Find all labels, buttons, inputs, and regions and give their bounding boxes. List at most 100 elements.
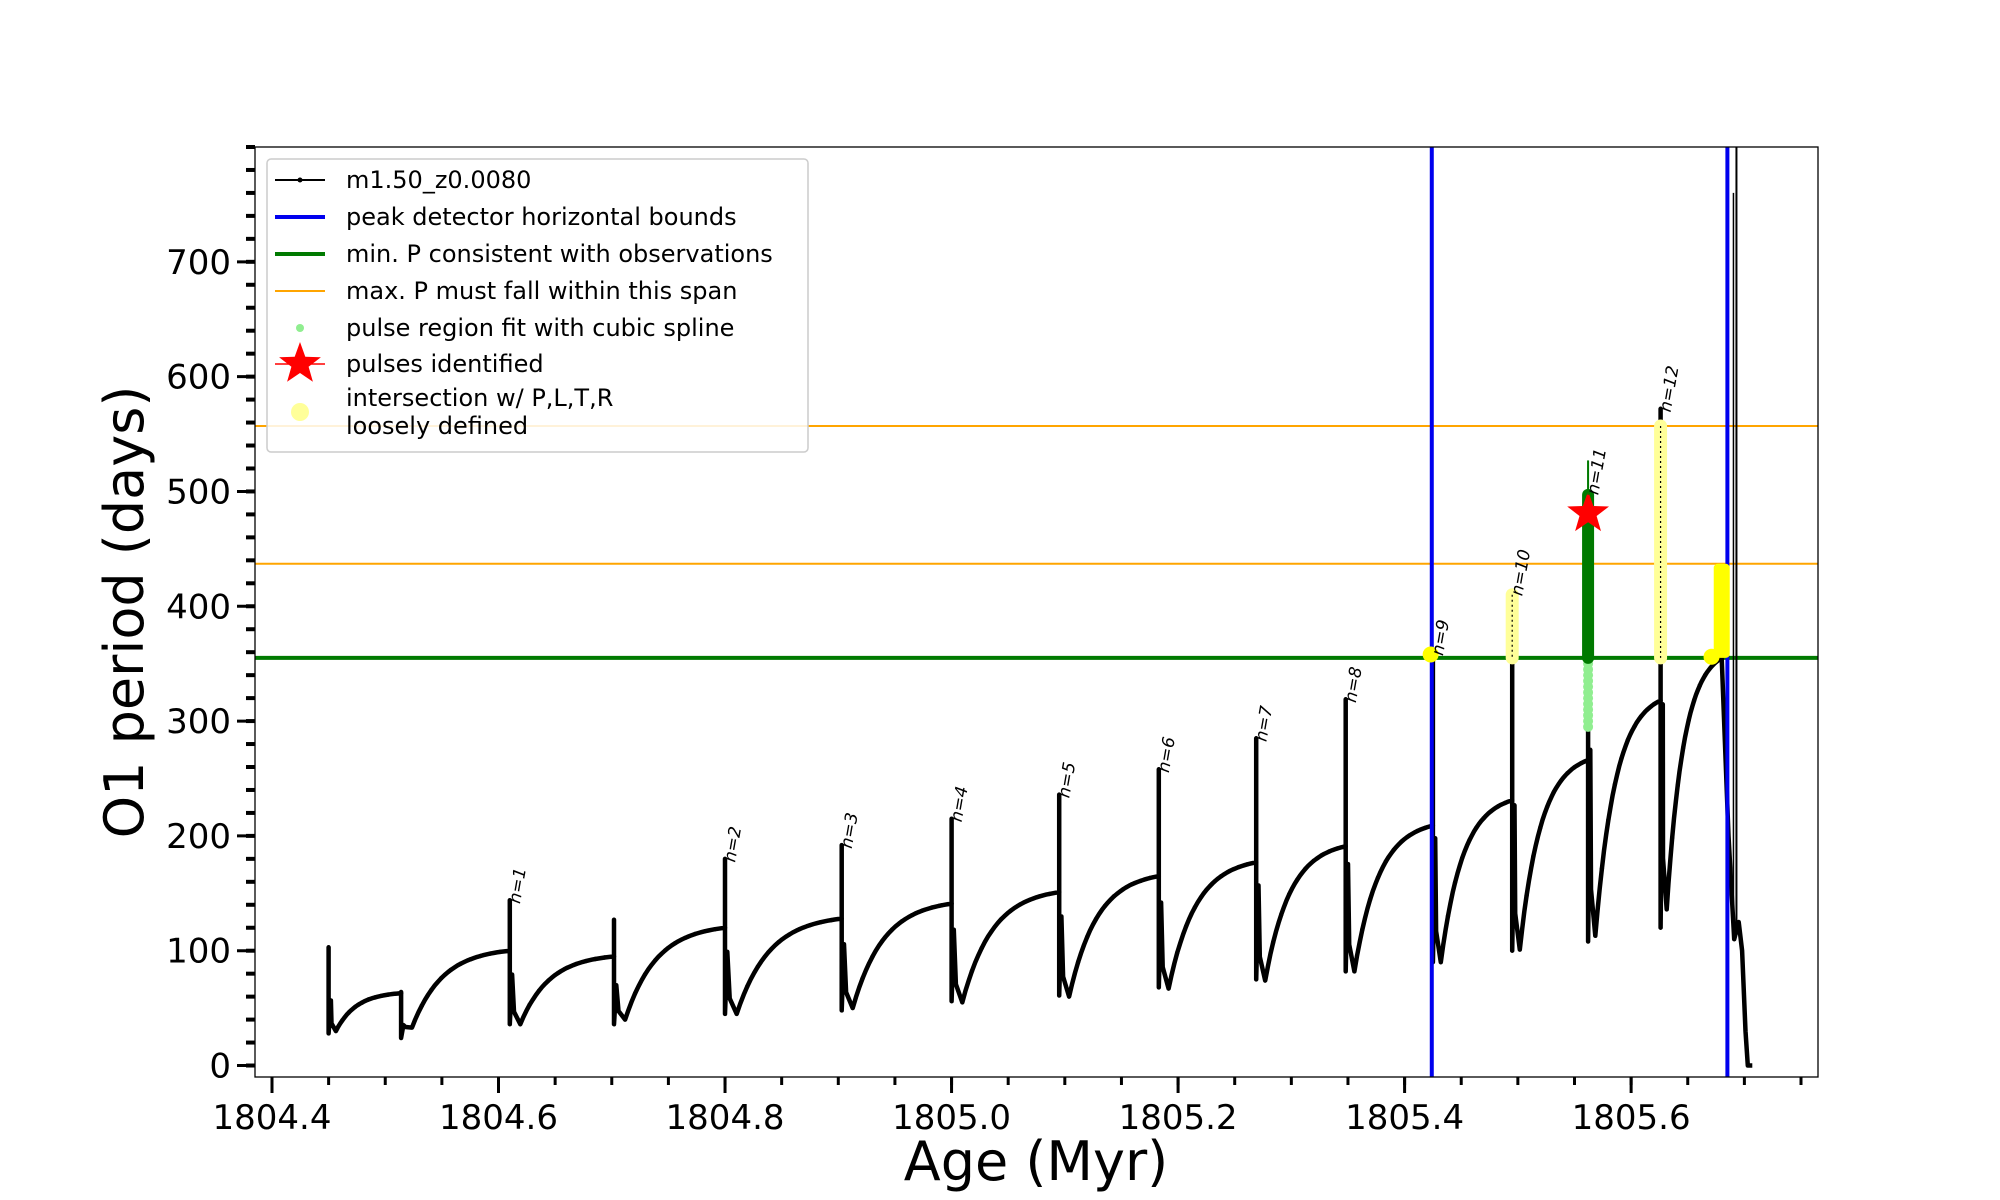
track-marker (702, 929, 708, 934)
track-marker (429, 987, 434, 992)
track-marker (1047, 891, 1052, 897)
track-marker (439, 975, 444, 981)
track-marker (1538, 825, 1543, 830)
intersection-bar (1713, 563, 1730, 658)
track-marker (998, 917, 1004, 922)
legend-label-continued: loosely defined (346, 412, 528, 440)
track-marker (1075, 960, 1081, 965)
track-marker (1219, 874, 1224, 879)
track-marker (1210, 881, 1215, 886)
track-marker (722, 925, 728, 930)
track-marker (1670, 835, 1675, 840)
track-marker (1018, 902, 1023, 907)
legend-label: min. P consistent with observations (346, 240, 773, 268)
track-marker (880, 938, 885, 944)
spline-region (1583, 652, 1594, 732)
track-marker (755, 964, 760, 970)
track-marker (1632, 724, 1637, 729)
track-marker (1572, 765, 1577, 770)
legend-label: peak detector horizontal bounds (346, 203, 737, 231)
track-marker (1037, 894, 1043, 899)
track-marker (712, 927, 718, 932)
legend-label: pulse region fit with cubic spline (346, 314, 734, 342)
track-marker (1606, 817, 1611, 822)
x-tick-label: 1804.8 (666, 1098, 785, 1138)
track-marker (1686, 717, 1691, 723)
track-marker (839, 916, 844, 921)
track-marker (672, 941, 678, 946)
x-tick-label: 1804.4 (213, 1098, 332, 1138)
track-marker (949, 901, 954, 906)
track-marker (555, 971, 560, 976)
track-marker (1008, 908, 1013, 913)
x-tick-label: 1804.6 (439, 1098, 558, 1138)
track-marker (527, 1002, 532, 1007)
track-marker (1422, 825, 1428, 831)
intersection-point-1 (1422, 646, 1439, 663)
track-marker (1474, 825, 1479, 830)
track-marker (1407, 833, 1412, 838)
track-marker (1510, 798, 1515, 803)
x-tick-label: 1805.2 (1119, 1098, 1238, 1138)
track-marker (1245, 862, 1250, 867)
track-marker (1367, 897, 1373, 902)
track-marker (692, 931, 698, 937)
track-marker (979, 945, 984, 951)
track-marker (1120, 887, 1126, 892)
x-tick-label: 1805.0 (892, 1098, 1011, 1138)
axes: 1804.4 1804.6 1804.8 1805.0 1805.2 1805.4 1805… (166, 145, 1803, 1138)
track-marker (1254, 860, 1259, 865)
track-marker (632, 991, 638, 996)
track-marker (1651, 702, 1657, 707)
track-marker (488, 951, 493, 956)
y-tick-label: 0 (209, 1047, 231, 1087)
track-marker (919, 908, 925, 913)
pulse-identified-star (1567, 491, 1609, 532)
track-marker (340, 1018, 345, 1023)
track-marker (1675, 783, 1680, 788)
y-tick-label: 600 (166, 358, 231, 398)
track-marker (1531, 854, 1536, 859)
track-marker (1565, 770, 1570, 776)
track-marker (1279, 912, 1284, 917)
track-marker (1183, 924, 1189, 929)
track-marker (1708, 665, 1713, 670)
legend-label: intersection w/ P,L,T,R (346, 384, 613, 412)
track-marker (1703, 672, 1708, 678)
intersection-point-2 (1703, 648, 1720, 665)
track-marker (398, 991, 404, 996)
track-marker (1544, 804, 1550, 810)
y-tick-label: 100 (166, 932, 231, 972)
track-marker (497, 949, 503, 955)
track-marker (1692, 698, 1697, 703)
track-marker (797, 926, 802, 932)
track-marker (1147, 875, 1153, 881)
track-marker (478, 953, 483, 959)
track-marker (1360, 927, 1365, 932)
track-marker (602, 955, 607, 960)
track-marker (1093, 916, 1099, 922)
track-marker (860, 976, 865, 981)
legend-swatch-marker (297, 177, 303, 183)
track-marker (829, 917, 834, 923)
track-marker (1335, 846, 1340, 851)
track-marker (1638, 714, 1644, 719)
track-marker (969, 968, 975, 974)
track-marker (1460, 855, 1465, 861)
track-marker (662, 948, 668, 953)
legend-swatch (291, 403, 309, 421)
track-marker (366, 997, 371, 1002)
y-axis-title: O1 period (days) (93, 386, 156, 839)
track-marker (1415, 828, 1420, 834)
track-marker (574, 961, 579, 967)
track-marker (870, 954, 875, 959)
track-marker (1658, 698, 1663, 703)
track-marker (1452, 880, 1458, 885)
track-marker (1057, 889, 1062, 895)
track-marker (1111, 894, 1117, 899)
track-marker (1467, 838, 1472, 843)
track-marker (1311, 858, 1316, 864)
y-tick-label: 400 (166, 587, 231, 627)
legend-label: m1.50_z0.0080 (346, 166, 531, 194)
track-marker (1681, 745, 1686, 750)
